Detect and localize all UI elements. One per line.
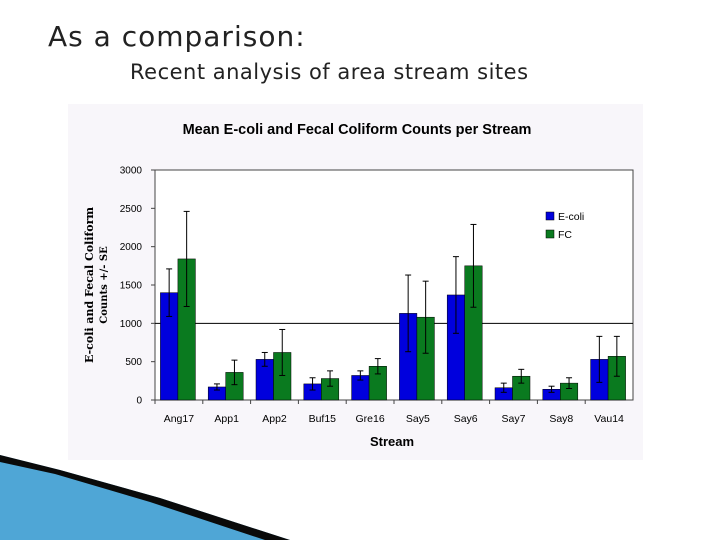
x-tick-label: Ang17 — [164, 413, 195, 425]
y-tick-label: 2000 — [120, 242, 143, 253]
x-tick-label: App1 — [214, 413, 239, 425]
y-tick-label: 1000 — [120, 319, 143, 330]
y-tick-label: 2500 — [120, 204, 143, 215]
x-axis: Ang17 App1 App2 Buf15 Gre16 Say5 Say6 Say7 Say8 V… — [154, 400, 624, 425]
legend-label-e-coli: E-coli — [558, 211, 584, 223]
y-tick-label: 1500 — [120, 281, 143, 292]
plot-area — [154, 169, 634, 401]
x-tick-label: Vau14 — [594, 413, 624, 425]
legend-swatch-e-coli — [545, 211, 555, 221]
x-tick-label: Say5 — [406, 413, 430, 425]
x-tick-label: Say6 — [454, 413, 478, 425]
legend-label-fc: FC — [558, 229, 572, 241]
y-axis: 0 500 1000 1500 2000 2500 3000 — [120, 166, 155, 407]
x-axis-label: Stream — [370, 434, 414, 449]
y-tick-label: 500 — [125, 357, 142, 368]
legend: E-coli FC — [541, 207, 592, 245]
y-tick-label: 0 — [136, 396, 142, 407]
y-axis-label-line2: Counts +/- SE — [99, 246, 110, 324]
legend-swatch-fc — [545, 229, 555, 239]
y-tick-label: 3000 — [120, 166, 143, 177]
x-tick-label: Gre16 — [356, 413, 385, 425]
y-axis-label-line1: E-coli and Fecal Coliform — [83, 207, 96, 363]
x-tick-label: Say8 — [549, 413, 573, 425]
bar-group — [160, 210, 626, 401]
slide-title: As a comparison: — [48, 20, 306, 53]
x-tick-label: Say7 — [502, 413, 526, 425]
slide-subtitle: Recent analysis of area stream sites — [130, 60, 529, 84]
slide-swoosh-shadow — [0, 455, 290, 540]
x-tick-label: Buf15 — [309, 413, 337, 425]
chart-title: Mean E-coli and Fecal Coliform Counts pe… — [183, 122, 532, 138]
x-tick-label: App2 — [262, 413, 287, 425]
